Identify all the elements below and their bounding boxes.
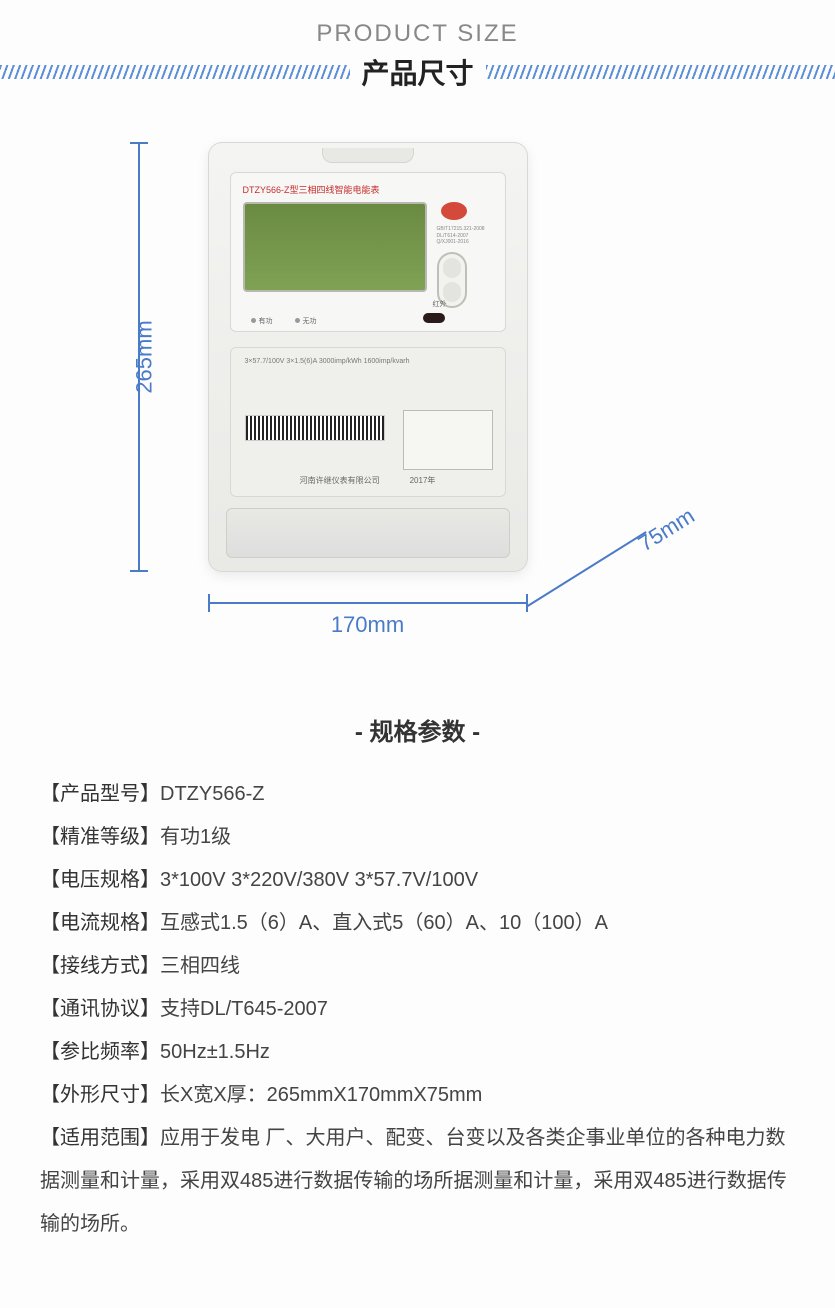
led-reactive: 无功 xyxy=(295,316,317,326)
depth-measure: 75mm xyxy=(528,507,678,607)
spec-key: 【产品型号】 xyxy=(40,783,160,805)
hatch-right xyxy=(486,65,835,79)
company-name: 河南许继仪表有限公司 xyxy=(300,475,380,486)
header-en: PRODUCT SIZE xyxy=(0,20,835,48)
meter-nameplate: 3×57.7/100V 3×1.5(6)A 3000imp/kWh 1600im… xyxy=(230,347,506,497)
spec-key: 【接线方式】 xyxy=(40,955,160,977)
ir-port-icon xyxy=(423,313,445,323)
spec-key: 【电流规格】 xyxy=(40,912,160,934)
spec-value: 3*100V 3*220V/380V 3*57.7V/100V xyxy=(160,869,478,891)
meter-device: DTZY566-Z型三相四线智能电能表 GB/T17215.321-2008DL… xyxy=(208,142,528,572)
spec-value: 互感式1.5（6）A、直入式5（60）A、10（100）A xyxy=(160,912,608,934)
company-row: 河南许继仪表有限公司 2017年 xyxy=(231,475,505,486)
barcode-icon xyxy=(245,415,385,441)
hatch-left xyxy=(0,65,350,79)
spec-row: 【产品型号】DTZY566-Z xyxy=(40,773,795,816)
spec-key: 【适用范围】 xyxy=(40,1127,160,1149)
meter-model-line: DTZY566-Z型三相四线智能电能表 xyxy=(243,183,493,196)
width-label: 170mm xyxy=(208,612,528,638)
height-label: 265mm xyxy=(131,320,157,393)
spec-key: 【通讯协议】 xyxy=(40,998,160,1020)
terminal-cover xyxy=(226,508,510,558)
spec-row: 【电压规格】3*100V 3*220V/380V 3*57.7V/100V xyxy=(40,859,795,902)
spec-row: 【接线方式】三相四线 xyxy=(40,945,795,988)
company-year: 2017年 xyxy=(410,475,436,486)
spec-key: 【外形尺寸】 xyxy=(40,1084,160,1106)
led-active: 有功 xyxy=(251,316,273,326)
meter-face: DTZY566-Z型三相四线智能电能表 GB/T17215.321-2008DL… xyxy=(230,172,506,332)
spec-title: - 规格参数 - xyxy=(0,712,835,747)
spec-list: 【产品型号】DTZY566-Z【精准等级】有功1级【电压规格】3*100V 3*… xyxy=(0,773,835,1286)
width-measure: 170mm xyxy=(208,602,528,642)
header-cn-row: 产品尺寸 xyxy=(0,52,835,92)
measure-line xyxy=(208,602,528,604)
ir-label: 红外 xyxy=(433,299,447,309)
spec-row: 【适用范围】应用于发电 厂、大用户、配变、台变以及各类企事业单位的各种电力数据测… xyxy=(40,1117,795,1246)
height-measure: 265mm xyxy=(118,142,158,572)
depth-label: 75mm xyxy=(634,503,700,557)
dimension-diagram: 265mm DTZY566-Z型三相四线智能电能表 GB/T17215.321-… xyxy=(98,122,738,682)
spec-value: DTZY566-Z xyxy=(160,783,264,805)
spec-key: 【参比频率】 xyxy=(40,1041,160,1063)
spec-key: 【精准等级】 xyxy=(40,826,160,848)
measure-line xyxy=(526,531,646,607)
spec-value: 50Hz±1.5Hz xyxy=(160,1041,270,1063)
header-cn: 产品尺寸 xyxy=(362,52,474,92)
spec-value: 长X宽X厚：265mmX170mmX75mm xyxy=(160,1084,482,1106)
spec-value: 支持DL/T645-2007 xyxy=(160,998,328,1020)
section-header: PRODUCT SIZE 产品尺寸 xyxy=(0,0,835,102)
wiring-schematic-icon xyxy=(403,410,493,470)
spec-value: 三相四线 xyxy=(160,955,240,977)
spec-row: 【通讯协议】支持DL/T645-2007 xyxy=(40,988,795,1031)
led-row: 有功 无功 xyxy=(243,316,493,326)
brand-logo-icon xyxy=(441,202,467,220)
rating-line: 3×57.7/100V 3×1.5(6)A 3000imp/kWh 1600im… xyxy=(245,358,491,365)
spec-value: 有功1级 xyxy=(160,826,231,848)
lcd-screen xyxy=(243,202,427,292)
tick-icon xyxy=(130,570,148,572)
spec-row: 【精准等级】有功1级 xyxy=(40,816,795,859)
spec-key: 【电压规格】 xyxy=(40,869,160,891)
cert-text: GB/T17215.321-2008DL/T614-2007Q/XJ001-20… xyxy=(437,226,493,246)
spec-row: 【电流规格】互感式1.5（6）A、直入式5（60）A、10（100）A xyxy=(40,902,795,945)
spec-row: 【外形尺寸】长X宽X厚：265mmX170mmX75mm xyxy=(40,1074,795,1117)
spec-row: 【参比频率】50Hz±1.5Hz xyxy=(40,1031,795,1074)
